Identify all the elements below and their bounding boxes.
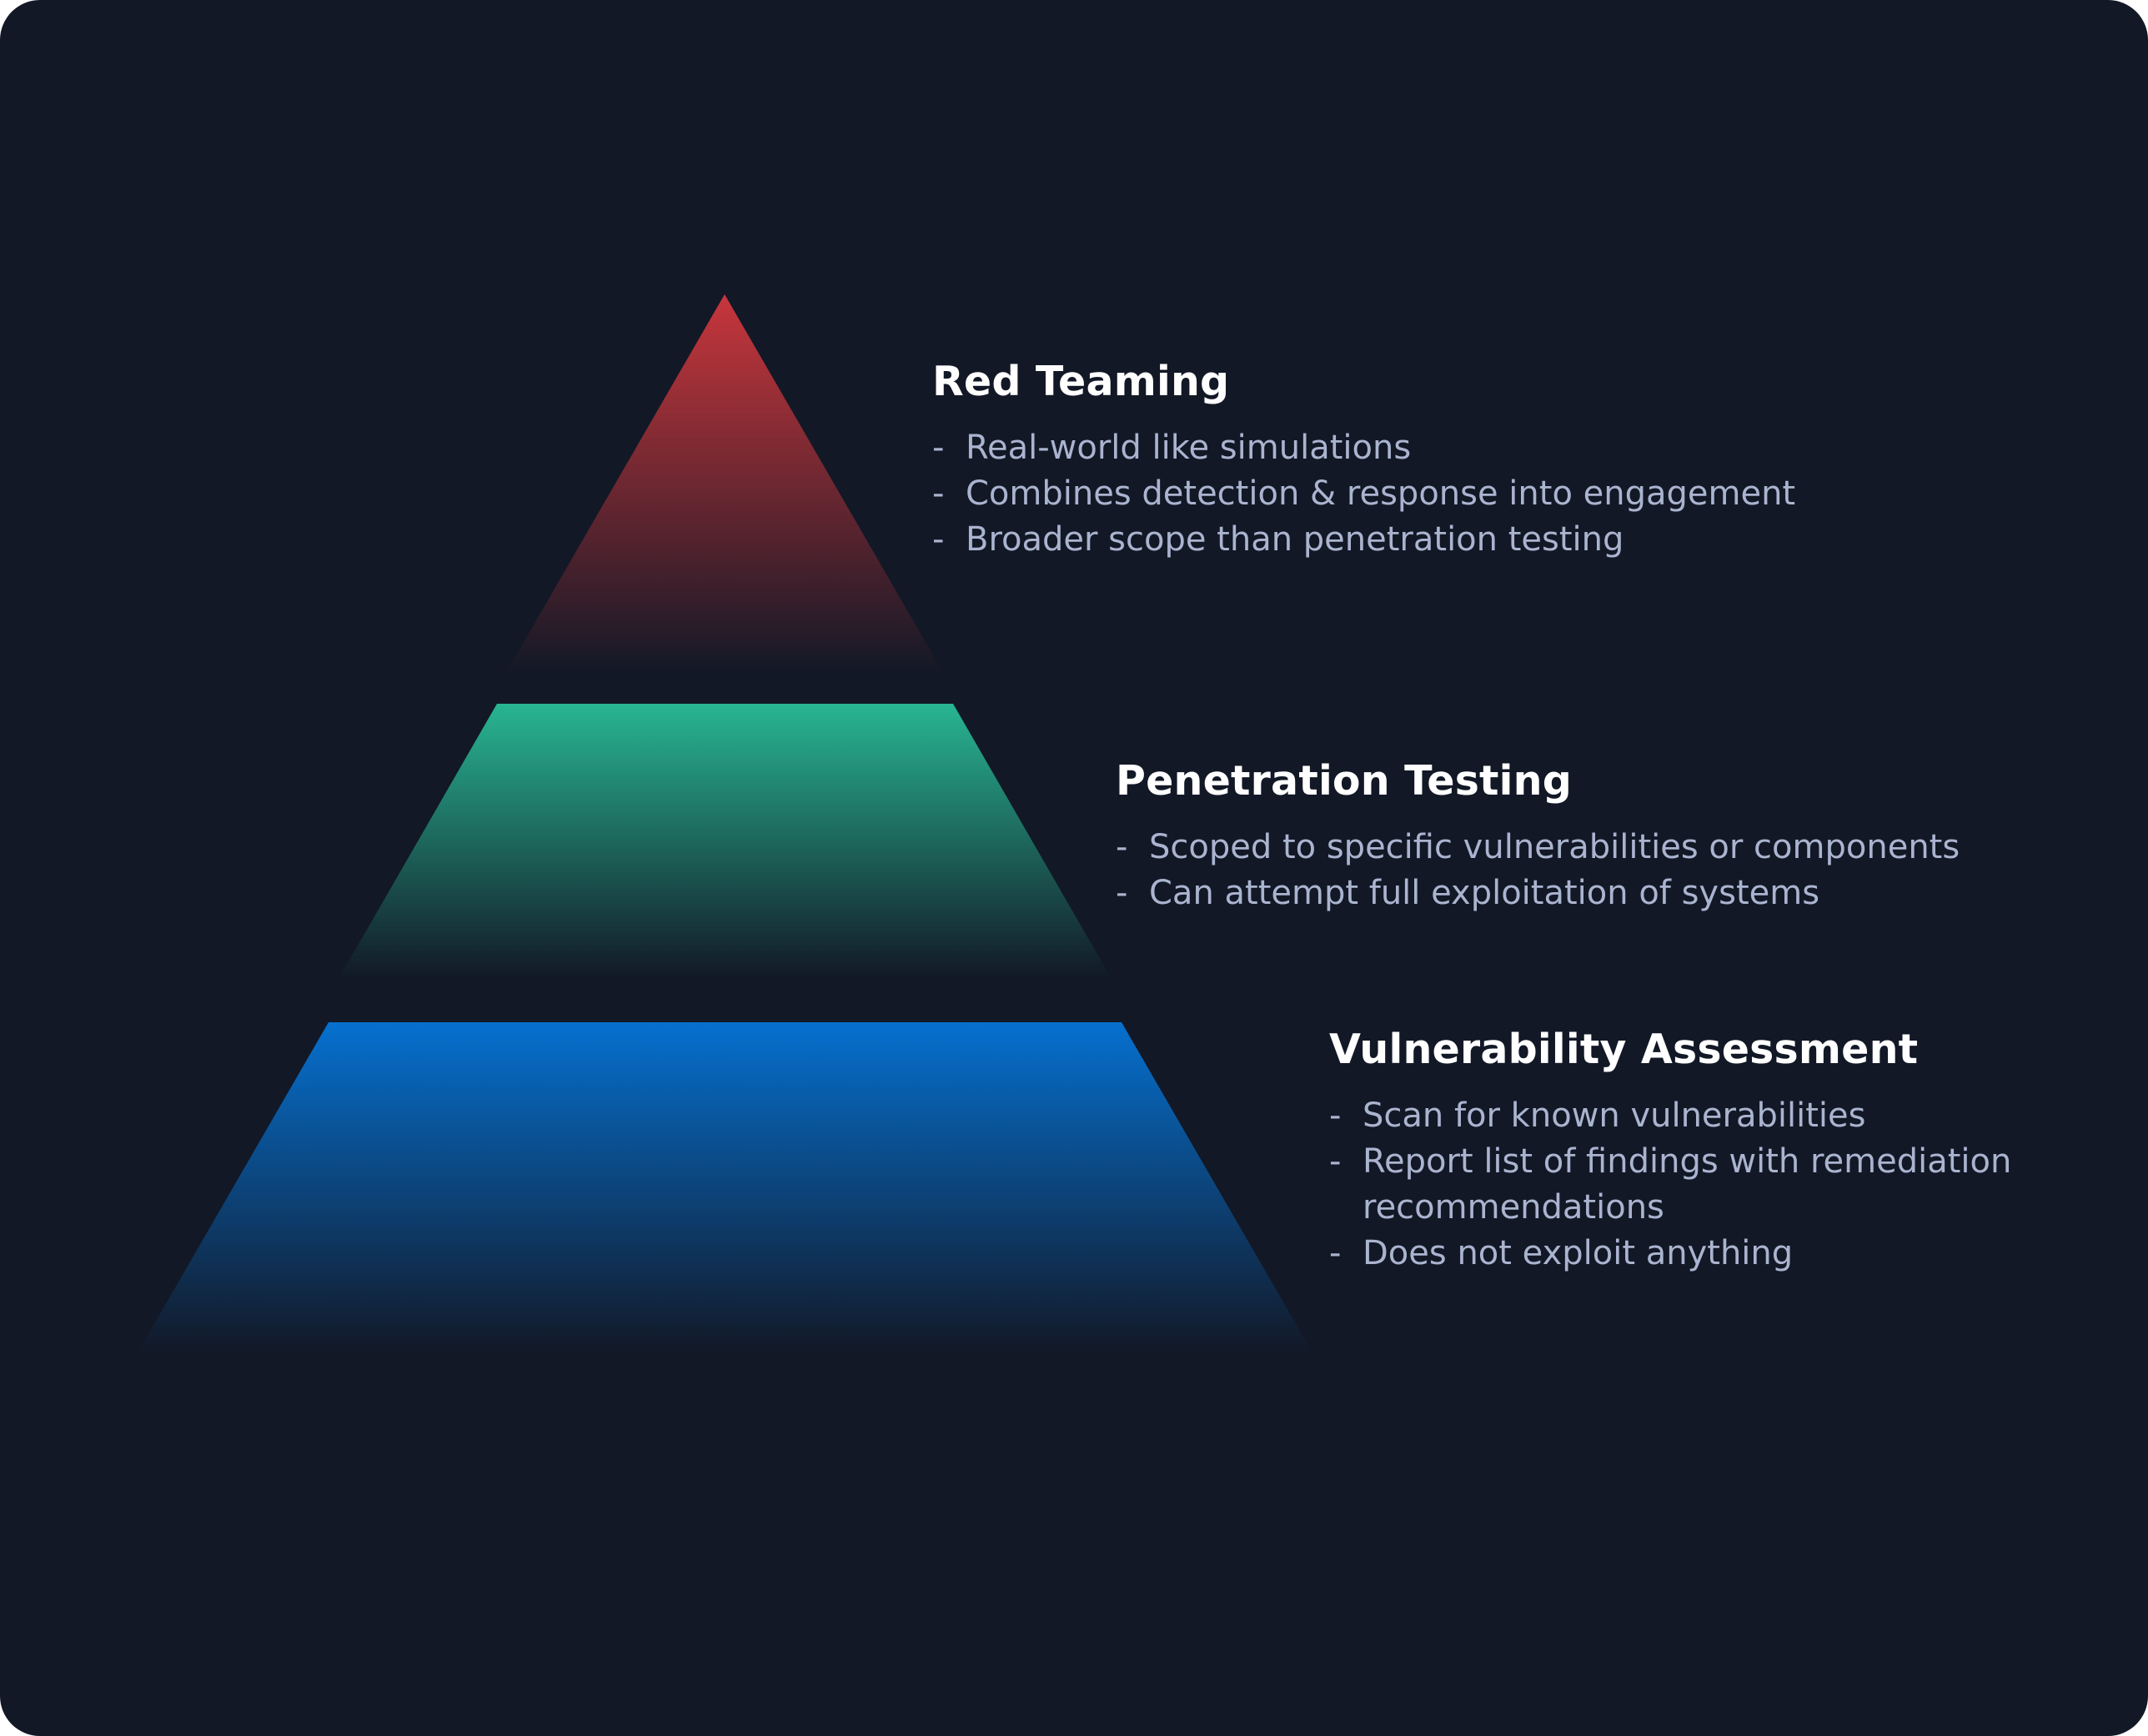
dash-marker: - — [1329, 1096, 1342, 1135]
tier-blue-text: Vulnerability Assessment - Scan for known… — [1329, 1025, 2011, 1277]
dash-marker: - — [932, 429, 945, 467]
pyramid-tier-red — [504, 294, 945, 675]
tier-red-text: Red Teaming - Real-world like simulations… — [932, 357, 1795, 563]
bullet-text: Does not exploit anything — [1363, 1234, 1794, 1272]
bullet-text: Report list of findings with remediation — [1363, 1142, 2012, 1181]
bullet-item: - Real-world like simulations — [932, 425, 1795, 471]
pyramid-tier-green — [339, 704, 1112, 979]
bullet-item: - Report list of findings with remediatio… — [1329, 1139, 2011, 1185]
tier-green-title: Penetration Testing — [1116, 757, 1573, 805]
bullet-item: - Can attempt full exploitation of system… — [1116, 871, 1960, 916]
bullet-text: Real-world like simulations — [966, 429, 1412, 467]
tier-green-text: Penetration Testing - Scoped to specific … — [1116, 756, 1960, 916]
bullet-item: - Combines detection & response into enga… — [932, 471, 1795, 517]
dash-marker: - — [932, 520, 945, 559]
tier-red-title: Red Teaming — [932, 358, 1230, 405]
dash-marker: - — [1329, 1234, 1342, 1272]
tier-blue-bullets: - Scan for known vulnerabilities - Report … — [1329, 1093, 2011, 1277]
pyramid-tier-blue — [137, 1022, 1313, 1354]
dash-marker: - — [1116, 828, 1128, 866]
bullet-item: - Broader scope than penetration testing — [932, 517, 1795, 563]
bullet-text: Scan for known vulnerabilities — [1363, 1096, 1866, 1135]
bullet-text: Broader scope than penetration testing — [966, 520, 1624, 559]
tier-green-bullets: - Scoped to specific vulnerabilities or c… — [1116, 825, 1960, 916]
tier-blue-title: Vulnerability Assessment — [1329, 1026, 1919, 1073]
bullet-item: - Scoped to specific vulnerabilities or c… — [1116, 825, 1960, 871]
dash-marker: - — [1329, 1142, 1342, 1181]
bullet-text: Can attempt full exploitation of systems — [1149, 874, 1820, 912]
dash-marker: - — [932, 474, 945, 513]
bullet-item: - Scan for known vulnerabilities — [1329, 1093, 2011, 1139]
bullet-item: - Does not exploit anything — [1329, 1231, 2011, 1277]
bullet-text: Scoped to specific vulnerabilities or co… — [1149, 828, 1960, 866]
bullet-text: recommendations — [1363, 1188, 1664, 1227]
bullet-text: Combines detection & response into engag… — [966, 474, 1796, 513]
bullet-item: recommendations — [1329, 1185, 2011, 1231]
tier-red-bullets: - Real-world like simulations - Combines d… — [932, 425, 1795, 563]
dash-marker: - — [1116, 874, 1128, 912]
